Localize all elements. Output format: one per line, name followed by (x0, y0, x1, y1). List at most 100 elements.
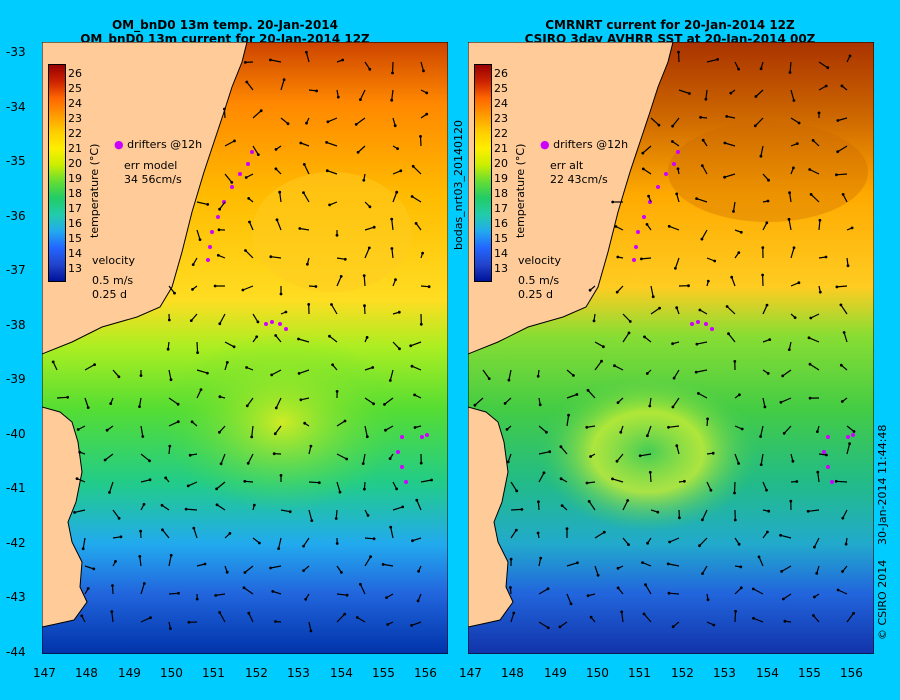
velocity-arrow (510, 612, 515, 623)
warm-core (252, 172, 412, 292)
lat-label: -39 (6, 372, 26, 386)
velocity-arrow (364, 425, 368, 437)
velocity-arrow-head (848, 54, 852, 58)
velocity-scale: 0.5 m/s (92, 274, 134, 287)
drifters-legend-label: drifters @12h (127, 138, 203, 151)
velocity-arrow (327, 117, 338, 123)
colorbar-label: 19 (68, 172, 82, 185)
velocity-arrow-head (767, 509, 771, 513)
err-value: 22 43cm/s (550, 173, 608, 186)
velocity-arrow-head (244, 61, 247, 64)
velocity-arrow-head (840, 84, 844, 88)
velocity-arrow-head (765, 303, 769, 307)
velocity-arrow-head (430, 478, 433, 482)
velocity-scale: 0.5 m/s (518, 274, 560, 287)
colorbar-label: 23 (494, 112, 508, 125)
colorbar-label: 22 (494, 127, 508, 140)
velocity-arrow (275, 397, 282, 409)
velocity-arrow-head (646, 434, 649, 438)
velocity-arrow (412, 165, 422, 175)
colorbar-label: 22 (68, 127, 82, 140)
velocity-arrow (168, 421, 179, 427)
velocity-arrow-head (195, 597, 199, 601)
velocity-arrow-head (538, 403, 542, 407)
velocity-arrow (161, 529, 170, 539)
velocity-arrow (420, 479, 432, 483)
velocity-arrow (84, 364, 95, 371)
velocity-arrow-head (309, 629, 313, 633)
velocity-arrow (391, 219, 394, 231)
velocity-arrow-head (572, 374, 575, 377)
velocity-arrow-head (274, 334, 278, 337)
velocity-arrow-head (305, 121, 308, 125)
velocity-arrow-head (114, 560, 117, 563)
velocity-arrow (836, 285, 848, 288)
velocity-arrow-head (394, 278, 397, 282)
right-title-line1: CMRNRT current for 20-Jan-2014 12Z (545, 18, 795, 32)
velocity-arrow (168, 592, 179, 595)
velocity-arrow-head (600, 359, 603, 363)
velocity-arrow (560, 446, 568, 455)
velocity-arrow (641, 257, 652, 260)
velocity-arrow (140, 583, 145, 595)
velocity-arrow (672, 397, 680, 408)
velocity-arrow (411, 621, 422, 626)
velocity-arrow (327, 170, 338, 175)
velocity-arrow-head (615, 459, 619, 463)
velocity-arrow-head (76, 428, 80, 431)
velocity-arrow-head (677, 50, 680, 54)
velocity-arrow-head (506, 460, 510, 464)
velocity-arrow-head (256, 153, 260, 156)
lon-label: 149 (118, 666, 141, 680)
lon-label: 148 (501, 666, 524, 680)
velocity-arrow (412, 537, 422, 542)
velocity-arrow-head (706, 417, 709, 421)
velocity-arrow-head (507, 378, 511, 382)
velocity-arrow (474, 397, 484, 406)
velocity-arrow-head (307, 303, 311, 306)
velocity-arrow-head (641, 151, 645, 155)
velocity-arrow (510, 508, 522, 511)
velocity-arrow-head (214, 594, 218, 597)
velocity-arrow-head (520, 508, 524, 511)
velocity-arrow (734, 587, 742, 595)
velocity-arrow-head (542, 471, 546, 475)
velocity-arrow-head (258, 541, 261, 545)
velocity-arrow-head (712, 623, 716, 627)
velocity-arrow-head (142, 582, 146, 585)
lat-label: -34 (6, 100, 26, 114)
velocity-arrow-head (739, 586, 743, 590)
velocity-arrow-head (733, 360, 737, 363)
velocity-arrow-head (808, 362, 812, 366)
velocity-arrow-head (141, 435, 145, 438)
velocity-arrow-head (586, 388, 590, 392)
velocity-arrow-head (309, 444, 313, 448)
velocity-arrow (305, 52, 310, 63)
velocity-arrow-head (585, 481, 589, 485)
velocity-arrow-head (671, 124, 674, 128)
velocity-arrow (161, 504, 170, 511)
velocity-arrow-head (213, 284, 217, 288)
velocity-arrow-head (368, 67, 372, 71)
velocity-arrow (303, 164, 310, 175)
velocity-arrow-head (256, 320, 260, 324)
velocity-arrow-head (299, 141, 303, 145)
velocity-arrow (196, 369, 208, 374)
velocity-arrow-head (695, 197, 698, 201)
colorbar-label: 24 (68, 97, 82, 110)
velocity-arrow-head (765, 488, 768, 492)
velocity-arrow (809, 168, 820, 175)
velocity-arrow (644, 584, 652, 595)
velocity-arrow-head (839, 363, 843, 367)
drifter-marker-icon: ● (540, 138, 550, 151)
velocity-arrow (359, 584, 366, 595)
velocity-arrow-head (567, 413, 570, 417)
velocity-arrow-head (389, 525, 393, 529)
velocity-arrow (139, 556, 142, 567)
velocity-arrow (780, 397, 792, 403)
velocity-arrow-head (698, 544, 701, 548)
velocity-arrow-head (51, 360, 55, 364)
velocity-arrow (355, 117, 366, 125)
velocity-arrow-head (413, 393, 416, 397)
velocity-arrow (246, 81, 254, 91)
